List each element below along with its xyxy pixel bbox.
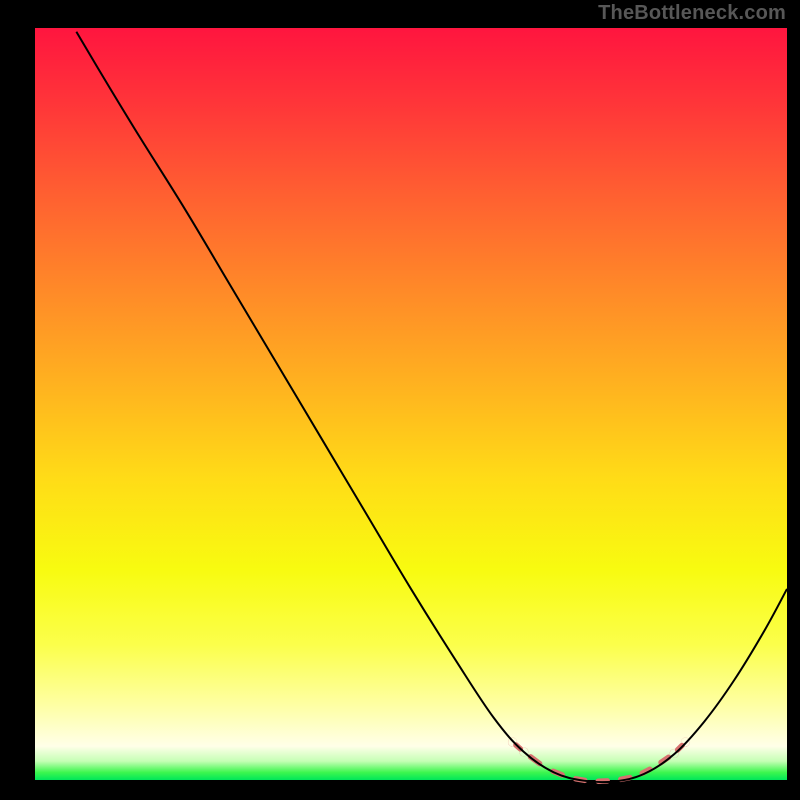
watermark-text: TheBottleneck.com <box>598 2 786 25</box>
trough-band <box>512 742 685 781</box>
plot-area <box>35 28 787 786</box>
chart-frame: TheBottleneck.com <box>0 0 800 800</box>
curve-layer <box>35 28 787 786</box>
bottleneck-curve <box>76 32 787 782</box>
